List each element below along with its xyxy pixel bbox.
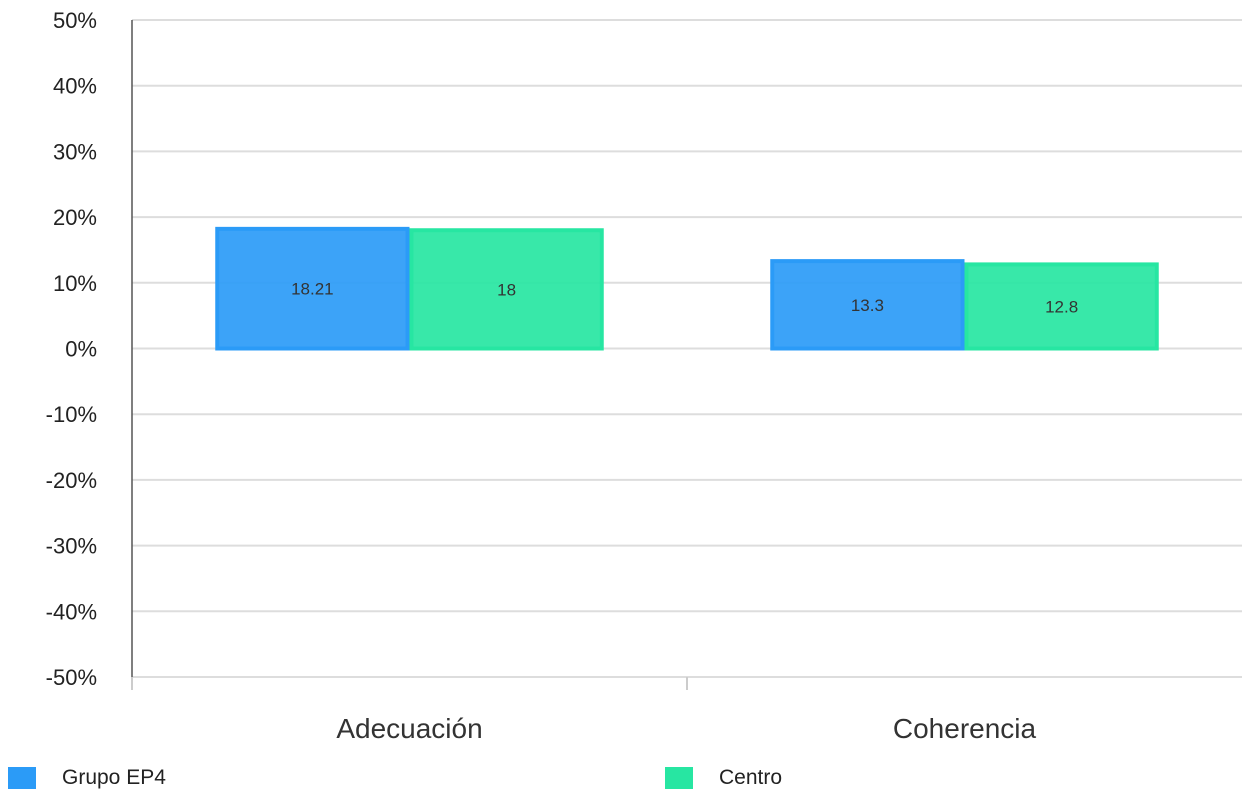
x-category-label: Coherencia (893, 713, 1037, 744)
data-label: 18.21 (291, 280, 334, 299)
y-tick-label: -10% (46, 402, 97, 427)
data-label: 18 (497, 280, 516, 299)
legend-item-centro[interactable]: Centro (665, 766, 782, 790)
y-tick-label: 50% (53, 8, 97, 33)
legend-swatch-centro (665, 767, 693, 789)
data-label: 13.3 (851, 296, 884, 315)
y-tick-label: 40% (53, 74, 97, 99)
y-tick-label: -40% (46, 599, 97, 624)
y-tick-label: -50% (46, 665, 97, 690)
y-tick-label: 20% (53, 205, 97, 230)
bar-centro-1 (964, 262, 1159, 351)
legend-label-centro: Centro (719, 766, 783, 789)
legend-label-grupo-ep4: Grupo EP4 (62, 766, 166, 789)
y-tick-label: 0% (65, 337, 97, 362)
y-tick-label: 30% (53, 139, 97, 164)
bar-grupo-ep4-1 (770, 259, 965, 351)
y-tick-label: -30% (46, 534, 97, 559)
x-category-label: Adecuación (336, 713, 482, 744)
y-tick-label: 10% (53, 271, 97, 296)
bar-grupo-ep4-0 (215, 226, 410, 351)
y-tick-label: -20% (46, 468, 97, 493)
legend-swatch-grupo-ep4 (8, 767, 36, 789)
legend-item-grupo-ep4[interactable]: Grupo EP4 (8, 766, 166, 790)
bar-centro-0 (409, 228, 604, 351)
data-label: 12.8 (1045, 297, 1078, 316)
